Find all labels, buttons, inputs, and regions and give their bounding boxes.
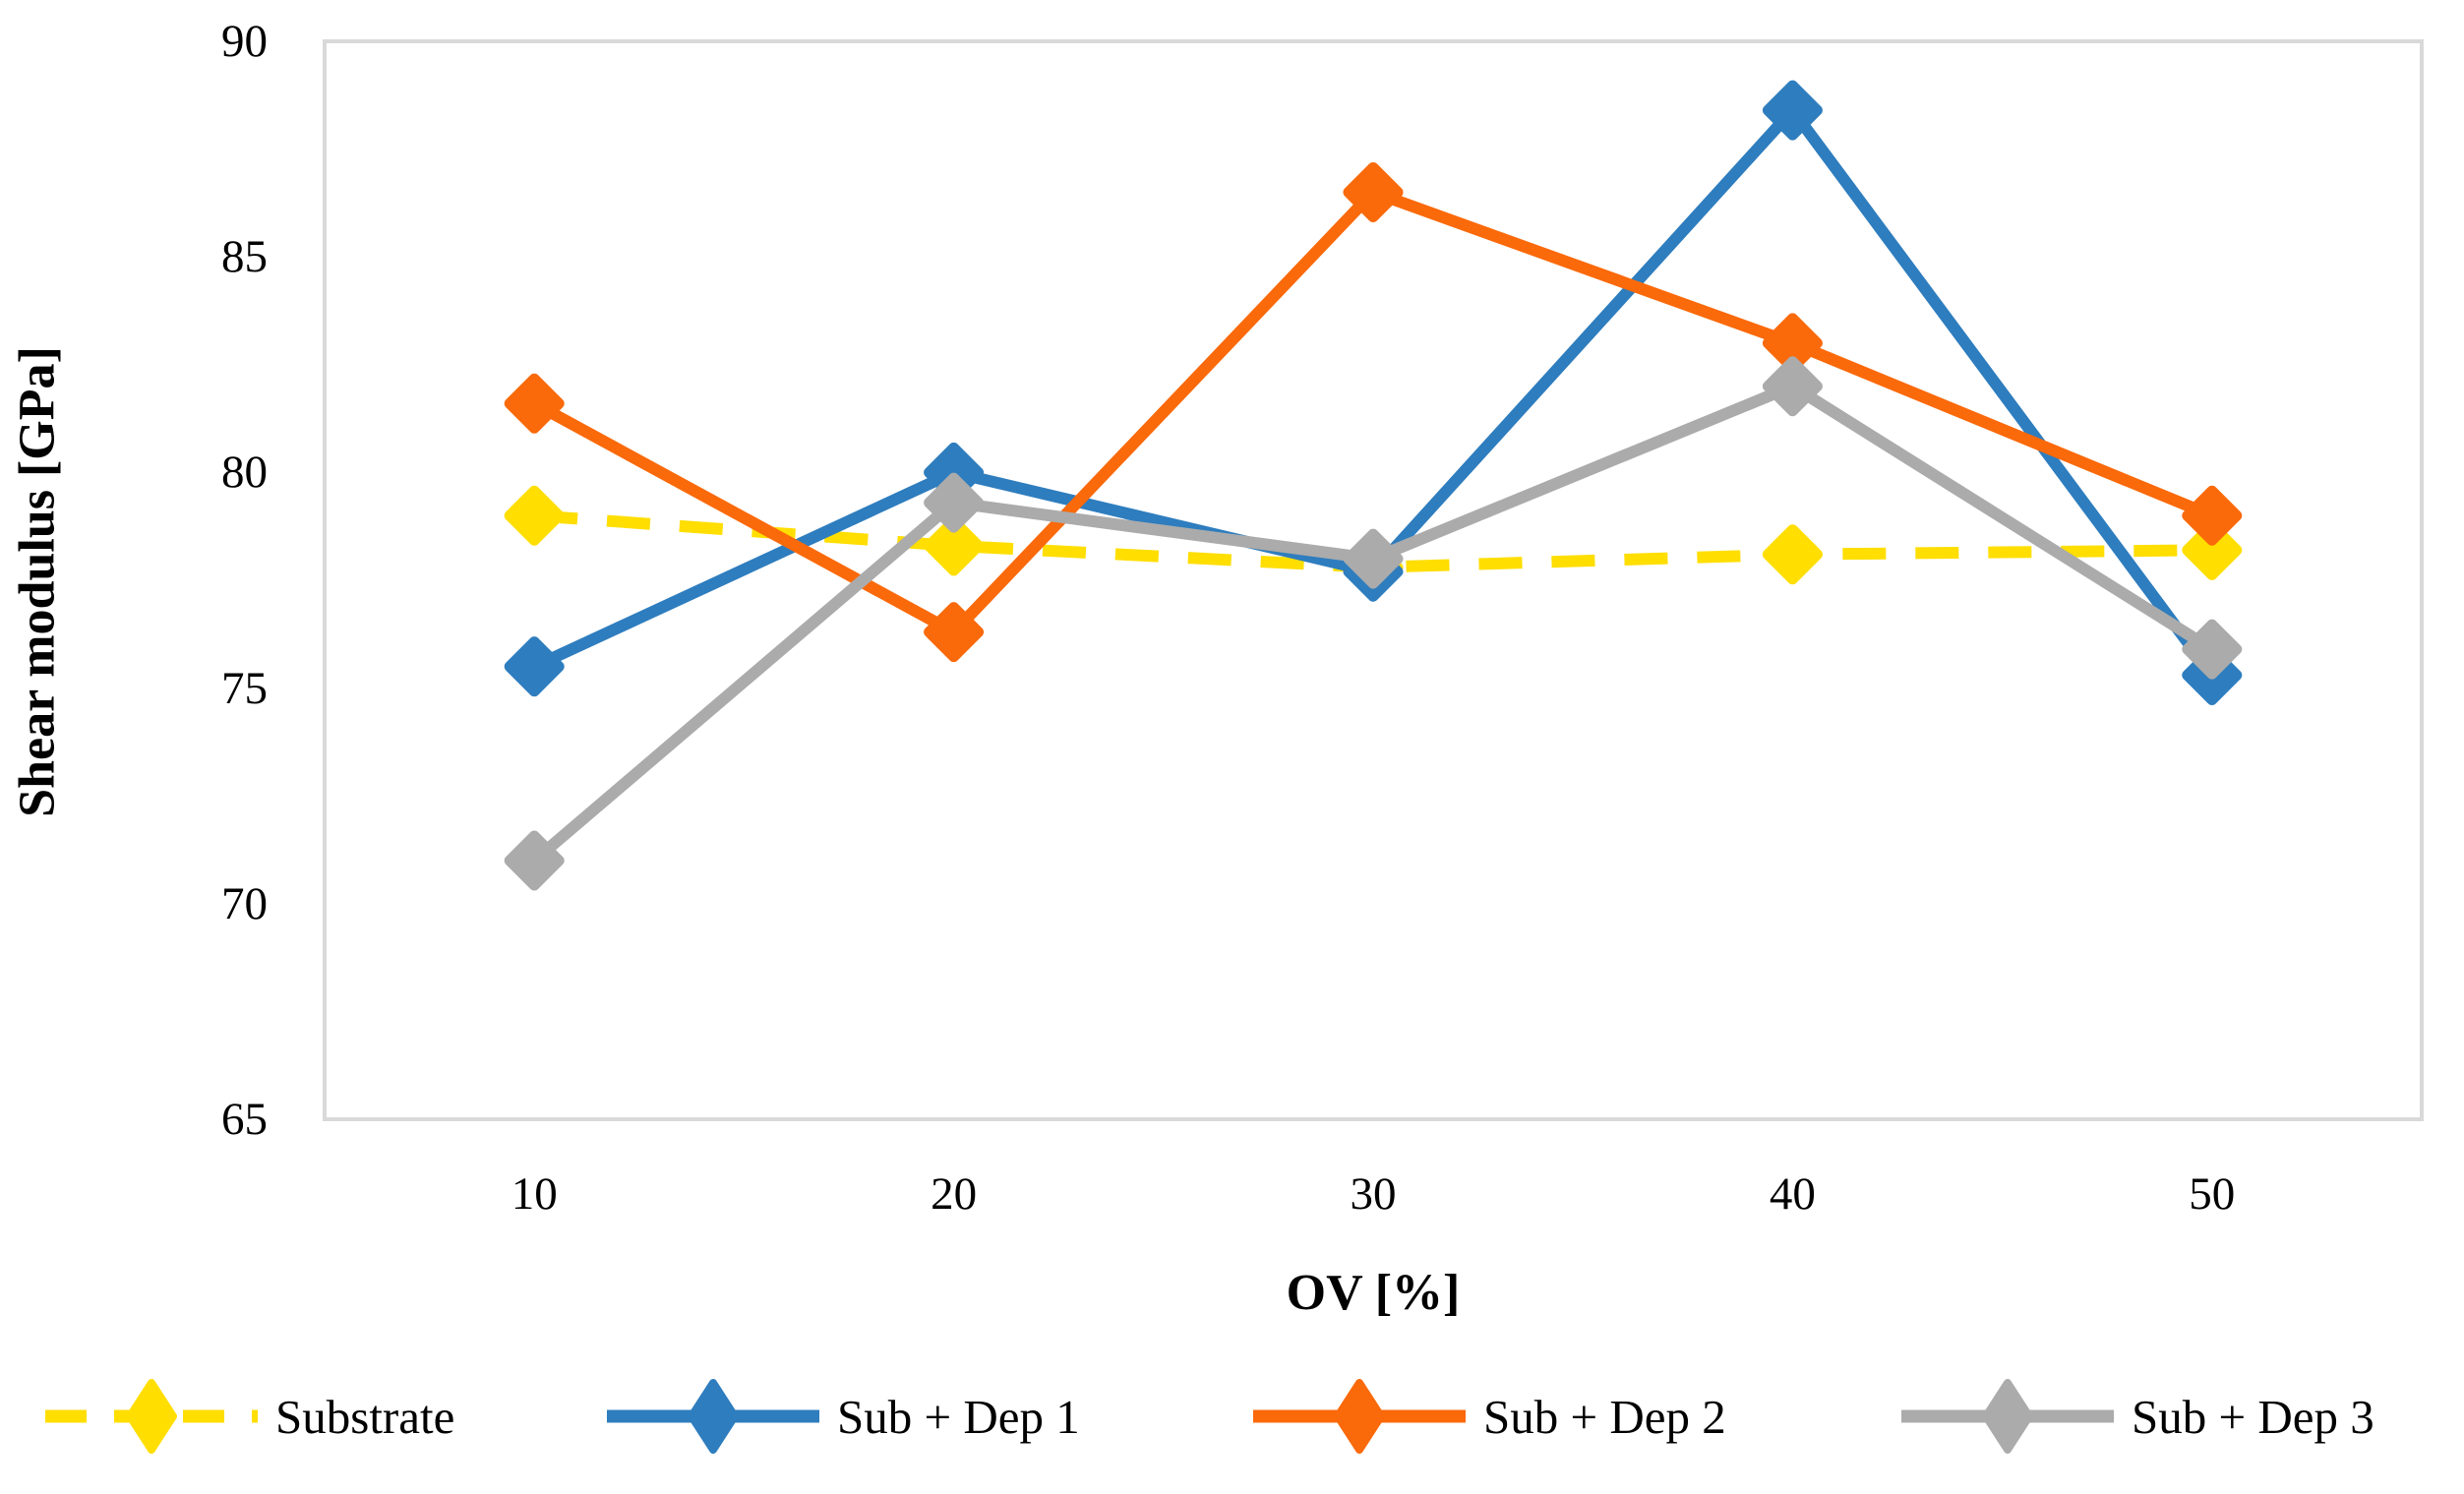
- legend-label: Sub + Dep 1: [837, 1389, 1080, 1444]
- data-point-marker: [2182, 619, 2243, 680]
- x-tick-label: 40: [1769, 1168, 1816, 1220]
- data-point-marker: [2182, 519, 2243, 580]
- y-tick-label: 75: [221, 662, 268, 714]
- x-axis-title: OV [%]: [1286, 1265, 1461, 1321]
- legend-item-3: Sub + Dep 2: [1251, 1375, 1726, 1458]
- data-point-marker: [1343, 528, 1404, 589]
- y-tick-label: 85: [221, 231, 268, 283]
- data-point-marker: [504, 373, 565, 434]
- x-tick-label: 10: [511, 1168, 558, 1220]
- legend-label: Sub + Dep 3: [2132, 1389, 2374, 1444]
- y-tick-label: 90: [221, 16, 268, 67]
- legend-item-1: Substrate: [43, 1375, 454, 1458]
- y-tick-label: 65: [221, 1094, 268, 1145]
- plot-border: [323, 39, 2424, 1121]
- data-point-marker: [1762, 524, 1823, 585]
- data-point-marker: [504, 636, 565, 697]
- data-point-marker: [924, 472, 985, 533]
- data-point-marker: [504, 830, 565, 891]
- data-point-marker: [2182, 485, 2243, 546]
- data-point-marker: [1762, 356, 1823, 417]
- legend-item-4: Sub + Dep 3: [1899, 1375, 2374, 1458]
- y-tick-label: 80: [221, 447, 268, 499]
- legend-marker-icon: [1253, 1379, 1466, 1454]
- x-tick-label: 20: [931, 1168, 978, 1220]
- data-point-marker: [924, 515, 985, 576]
- legend-marker-icon: [1901, 1379, 2114, 1454]
- legend-marker-icon: [607, 1379, 819, 1454]
- x-tick-label: 30: [1350, 1168, 1397, 1220]
- data-point-marker: [504, 485, 565, 546]
- data-point-marker: [1762, 80, 1823, 141]
- series-line-4: [530, 379, 2215, 866]
- legend-label: Substrate: [275, 1389, 455, 1444]
- legend-marker-icon: [45, 1379, 258, 1454]
- x-tick-label: 50: [2189, 1168, 2236, 1220]
- y-axis-title: Shear modulus [GPa]: [9, 346, 66, 817]
- legend-label: Sub + Dep 2: [1483, 1389, 1726, 1444]
- legend-item-2: Sub + Dep 1: [605, 1375, 1080, 1458]
- data-point-marker: [924, 602, 985, 663]
- y-tick-label: 70: [221, 877, 268, 929]
- data-point-marker: [1343, 161, 1404, 222]
